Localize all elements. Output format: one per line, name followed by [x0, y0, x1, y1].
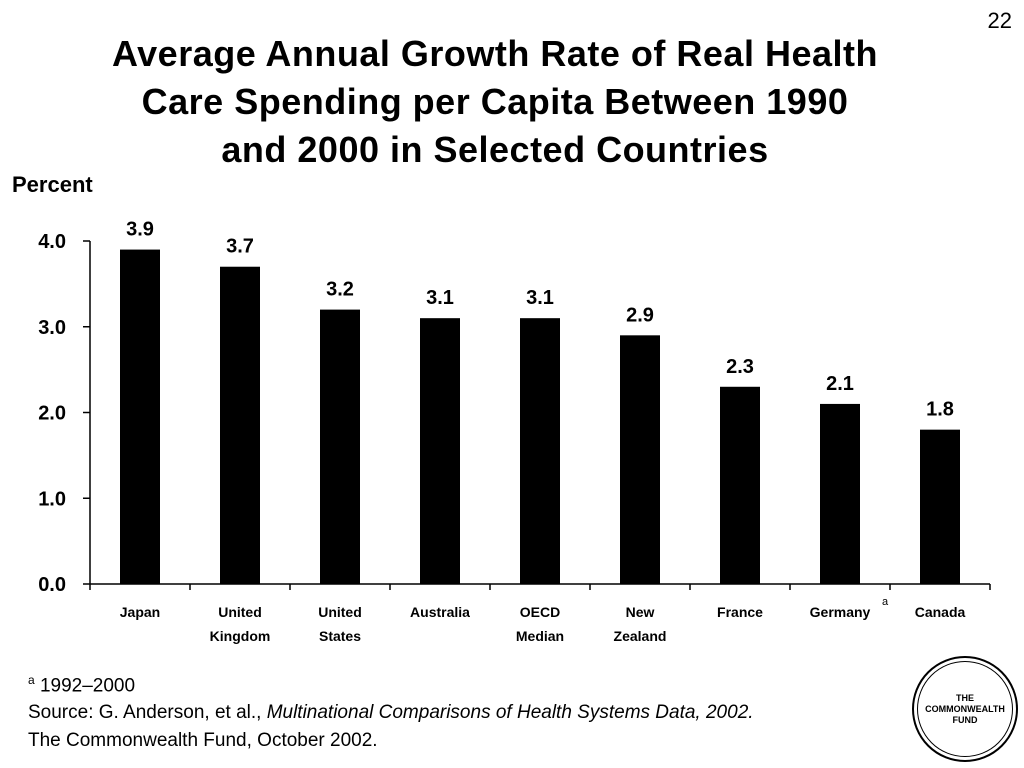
- footnote-text: 1992–2000: [39, 675, 136, 697]
- bar: [220, 266, 260, 584]
- source-org: The Commonwealth Fund, October 2002.: [28, 730, 378, 751]
- bar-value-label: 2.1: [826, 373, 854, 395]
- x-category-label: France: [717, 604, 763, 620]
- bar: [820, 403, 860, 584]
- bar: [920, 429, 960, 584]
- logo-line-1: THE: [955, 692, 974, 703]
- x-category-label: OECD: [520, 604, 560, 620]
- x-category-label: Zealand: [614, 628, 667, 644]
- bar-chart: 0.0 1.0 2.0 3.0 4.0 3.9 Japan 3.7 United Kingdom 3…: [38, 219, 991, 644]
- bar: [320, 309, 360, 584]
- chart-title: Average Annual Growth Rate of Real Healt…: [0, 30, 990, 174]
- source-prefix: Source: G. Anderson, et al.,: [28, 702, 267, 723]
- bar: [520, 318, 560, 584]
- footnote: a 1992–2000: [28, 673, 135, 697]
- x-category-label: Australia: [410, 604, 470, 620]
- x-category-label: Canada: [915, 604, 966, 620]
- logo-line-2: COMMONWEALTH: [925, 703, 1005, 714]
- x-category-label: United: [318, 604, 362, 620]
- bar-value-label: 3.2: [326, 279, 354, 301]
- bar: [420, 318, 460, 584]
- y-axis-label: Percent: [12, 172, 93, 197]
- x-category-label: New: [626, 604, 655, 620]
- source-title: Multinational Comparisons of Health Syst…: [266, 702, 754, 723]
- title-line-2: Care Spending per Capita Between 1990: [141, 81, 849, 122]
- title-line-3: and 2000 in Selected Countries: [221, 129, 769, 170]
- y-tick-label: 2.0: [38, 403, 66, 425]
- commonwealth-fund-logo: THE COMMONWEALTH FUND: [912, 656, 1018, 762]
- bar-value-label: 3.9: [126, 219, 154, 241]
- x-category-label: United: [218, 604, 262, 620]
- y-tick-label: 3.0: [38, 317, 66, 339]
- x-category-label: States: [319, 628, 361, 644]
- bar-value-label: 3.1: [426, 287, 454, 309]
- bar-value-label: 3.1: [526, 287, 554, 309]
- bar: [120, 249, 160, 584]
- bar: [620, 335, 660, 584]
- x-category-label: Germany: [810, 604, 871, 620]
- footnote-marker: a: [28, 673, 35, 687]
- page-number: 22: [987, 8, 1012, 33]
- title-line-1: Average Annual Growth Rate of Real Healt…: [112, 33, 878, 74]
- y-tick-label: 0.0: [38, 574, 66, 596]
- bar: [720, 386, 760, 584]
- logo-text: THE COMMONWEALTH FUND: [925, 693, 1005, 726]
- x-category-label: Median: [516, 628, 564, 644]
- bar-value-label: 3.7: [226, 236, 254, 258]
- source-citation: Source: G. Anderson, et al., Multination…: [28, 702, 754, 724]
- logo-line-3: FUND: [952, 714, 978, 725]
- x-category-label: Kingdom: [210, 628, 271, 644]
- bar-value-label: 2.9: [626, 304, 654, 326]
- bar-value-label: 2.3: [726, 356, 754, 378]
- y-tick-label: 4.0: [38, 231, 66, 253]
- footnote-marker-label: a: [882, 596, 889, 608]
- x-category-label: Japan: [120, 604, 160, 620]
- bar-value-label: 1.8: [926, 399, 954, 421]
- y-tick-label: 1.0: [38, 488, 66, 510]
